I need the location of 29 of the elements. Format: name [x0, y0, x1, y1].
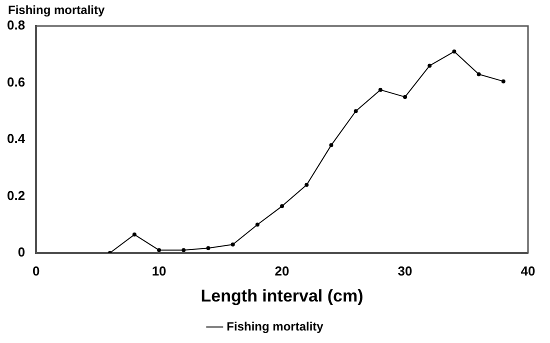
point [206, 246, 210, 250]
x-tick-label: 0 [32, 263, 40, 278]
point [354, 109, 358, 114]
point [132, 232, 136, 237]
y-tick-label: 0.6 [6, 74, 26, 90]
point [403, 94, 408, 99]
point [329, 143, 334, 148]
point [280, 204, 284, 208]
point [230, 242, 235, 246]
point [255, 222, 260, 227]
legend-label: Fishing mortality [226, 319, 324, 334]
x-tick-label: 10 [152, 263, 166, 278]
x-tick-label: 30 [398, 263, 412, 278]
x-axis-title: Length interval (cm) [200, 286, 364, 306]
y-tick-label: 0 [18, 244, 26, 260]
point [304, 182, 309, 187]
x-tick-label: 40 [520, 263, 536, 278]
y-tick-label: 0.2 [6, 188, 26, 203]
point [428, 64, 432, 68]
point [182, 248, 186, 252]
point [501, 79, 506, 84]
y-tick-label: 0.4 [6, 131, 26, 146]
point [378, 88, 382, 92]
point [452, 50, 456, 54]
point [476, 72, 481, 76]
y-axis-title: Fishing mortality [8, 3, 105, 17]
point [157, 248, 162, 252]
y-tick-label: 0.8 [6, 18, 26, 33]
x-tick-label: 20 [274, 263, 290, 278]
